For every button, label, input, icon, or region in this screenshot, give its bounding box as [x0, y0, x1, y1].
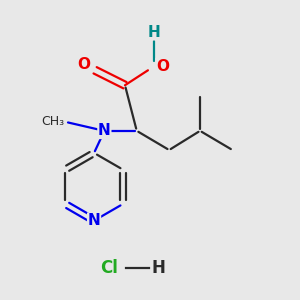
Text: Cl: Cl [100, 259, 118, 277]
Text: N: N [98, 123, 111, 138]
Text: N: N [88, 213, 100, 228]
Text: H: H [152, 259, 166, 277]
Text: O: O [77, 57, 90, 72]
Text: H: H [148, 25, 161, 40]
Text: O: O [156, 58, 169, 74]
Text: CH₃: CH₃ [41, 115, 64, 128]
